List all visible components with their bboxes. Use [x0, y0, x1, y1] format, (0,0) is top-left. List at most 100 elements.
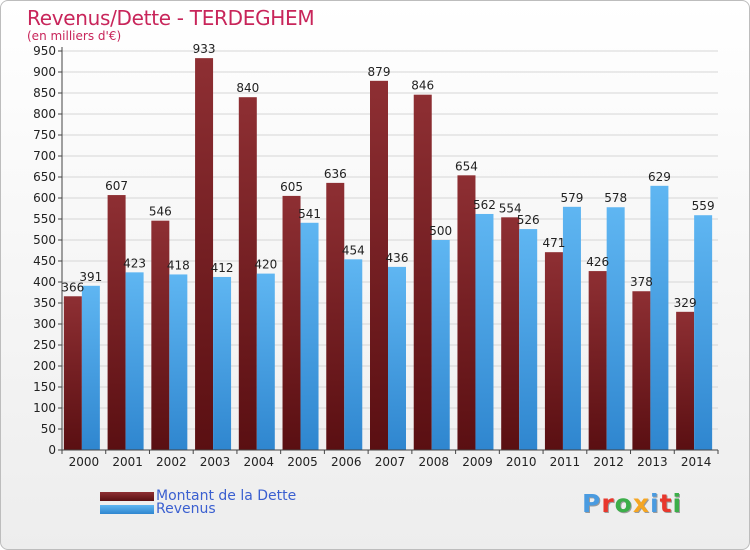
logo-letter: r [601, 489, 615, 518]
legend-label-revenus: Revenus [156, 501, 216, 517]
data-label: 541 [298, 207, 321, 221]
data-label: 378 [630, 275, 653, 289]
data-label: 554 [499, 201, 522, 215]
logo-letter: t [659, 489, 673, 518]
bar-revenus [431, 240, 450, 450]
bars [63, 58, 713, 451]
y-tick-label: 150 [33, 380, 56, 394]
data-label: 629 [648, 170, 671, 184]
data-label: 879 [368, 65, 391, 79]
bar-debt [238, 97, 257, 450]
logo-letter: o [614, 489, 633, 518]
y-tick-label: 500 [33, 233, 56, 247]
x-tick-label: 2006 [331, 455, 362, 469]
data-label: 366 [61, 280, 84, 294]
y-tick-label: 250 [33, 338, 56, 352]
y-tick-label: 200 [33, 359, 56, 373]
bar-debt [151, 220, 170, 450]
x-tick-label: 2009 [462, 455, 493, 469]
y-tick-label: 650 [33, 170, 56, 184]
data-label: 846 [411, 79, 434, 93]
bar-revenus [300, 222, 319, 450]
legend-item-revenus: Revenus [100, 501, 216, 517]
data-label: 500 [429, 224, 452, 238]
data-label: 391 [79, 270, 102, 284]
bar-revenus [344, 259, 363, 450]
y-tick-label: 300 [33, 317, 56, 331]
bar-debt [544, 252, 563, 450]
data-label: 559 [692, 199, 715, 213]
x-tick-label: 2014 [681, 455, 712, 469]
x-tick-label: 2011 [550, 455, 581, 469]
bar-debt [501, 217, 520, 450]
bar-debt [326, 182, 345, 450]
bar-revenus [650, 185, 669, 450]
axes: 0 50 100 150 200 250 300 350 400 450 500 550 600 650 7… [33, 44, 719, 469]
bar-revenus [519, 229, 538, 450]
chart-title: Revenus/Dette - TERDEGHEM [27, 6, 315, 30]
data-label: 423 [123, 256, 146, 270]
y-tick-label: 850 [33, 86, 56, 100]
legend-swatch-debt [100, 491, 154, 501]
x-tick-label: 2000 [69, 455, 100, 469]
x-tick-label: 2007 [375, 455, 406, 469]
bar-debt [632, 291, 651, 450]
x-tick-label: 2010 [506, 455, 537, 469]
y-tick-label: 350 [33, 296, 56, 310]
bar-debt [195, 58, 214, 450]
bar-revenus [125, 272, 144, 450]
bar-revenus [562, 206, 581, 450]
bar-revenus [81, 285, 100, 450]
data-label: 546 [149, 205, 172, 219]
legend-item-debt: Montant de la Dette [100, 488, 296, 504]
data-label: 840 [236, 81, 259, 95]
data-label: 436 [386, 251, 409, 265]
x-tick-label: 2008 [418, 455, 449, 469]
data-label: 454 [342, 243, 365, 257]
y-tick-label: 50 [41, 422, 56, 436]
logo-letter: i [650, 489, 660, 518]
data-label: 426 [586, 255, 609, 269]
bar-debt [63, 296, 82, 450]
y-tick-label: 0 [48, 443, 56, 457]
x-tick-label: 2012 [593, 455, 624, 469]
data-label: 654 [455, 159, 478, 173]
data-label: 607 [105, 179, 128, 193]
proxiti-logo: Proxiti [582, 489, 682, 518]
bar-revenus [475, 213, 494, 450]
y-tick-label: 600 [33, 191, 56, 205]
x-tick-label: 2005 [287, 455, 318, 469]
legend-label-debt: Montant de la Dette [156, 488, 297, 504]
y-tick-label: 950 [33, 44, 56, 58]
y-tick-label: 750 [33, 128, 56, 142]
y-tick-label: 800 [33, 107, 56, 121]
x-tick-label: 2003 [200, 455, 231, 469]
logo-letter: x [632, 489, 650, 518]
data-label: 933 [193, 42, 216, 56]
data-label: 329 [674, 296, 697, 310]
y-tick-label: 900 [33, 65, 56, 79]
data-label: 578 [604, 191, 627, 205]
data-label: 412 [211, 261, 234, 275]
bar-revenus [213, 276, 232, 450]
y-tick-label: 100 [33, 401, 56, 415]
y-tick-label: 400 [33, 275, 56, 289]
data-label: 418 [167, 258, 190, 272]
data-label: 562 [473, 198, 496, 212]
bar-debt [370, 80, 388, 450]
logo-letter: i [672, 489, 683, 518]
data-label: 636 [324, 167, 347, 181]
x-tick-label: 2002 [156, 455, 187, 469]
bar-revenus [388, 266, 406, 450]
data-label: 420 [254, 258, 277, 272]
bar-debt [457, 175, 476, 450]
data-label: 526 [517, 213, 540, 227]
bar-debt [107, 195, 126, 450]
bar-revenus [169, 274, 188, 450]
y-tick-label: 700 [33, 149, 56, 163]
data-label: 471 [542, 236, 565, 250]
y-tick-label: 550 [33, 212, 56, 226]
bar-debt [676, 311, 695, 450]
